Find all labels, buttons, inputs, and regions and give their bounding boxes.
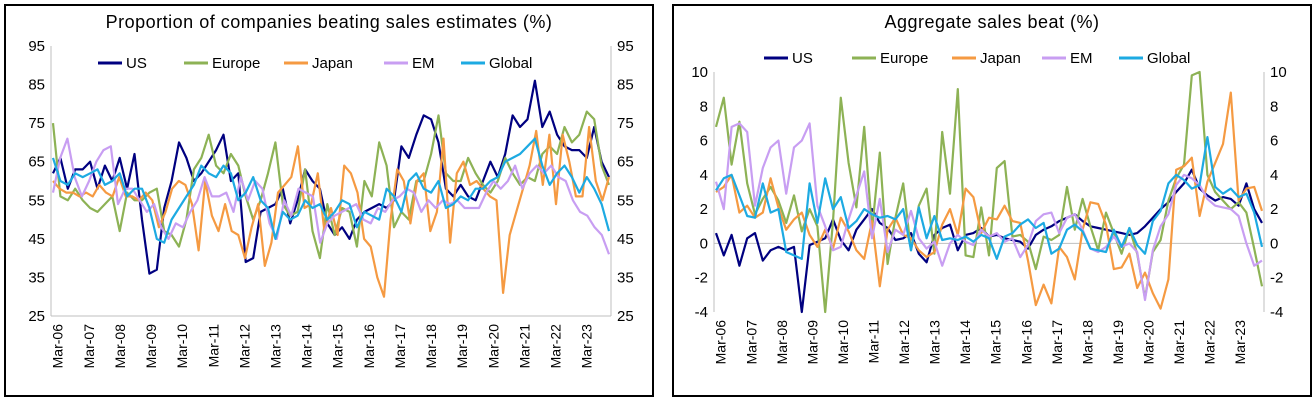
x-tick-label: Mar-11 <box>205 324 221 368</box>
x-tick-label: Mar-16 <box>1018 320 1034 365</box>
x-tick-label: Mar-14 <box>299 324 315 369</box>
series-line-global <box>715 136 1264 260</box>
legend-label-us: US <box>126 55 147 72</box>
y-tick-label-left: 0 <box>700 235 708 252</box>
y-tick-label-left: 8 <box>700 98 708 115</box>
x-tick-label: Mar-16 <box>361 324 377 369</box>
x-tick-label: Mar-07 <box>81 324 97 369</box>
y-tick-label-right: -4 <box>1270 304 1283 321</box>
y-tick-label-right: 2 <box>1270 201 1278 218</box>
y-tick-label-left: -4 <box>695 304 708 321</box>
series-line-global <box>51 137 611 244</box>
x-tick-label: Mar-20 <box>1140 320 1156 365</box>
x-tick-label: Mar-21 <box>516 324 532 369</box>
y-tick-label-right: 35 <box>617 269 634 286</box>
x-tick-label: Mar-12 <box>896 320 912 365</box>
y-tick-label-left: 25 <box>28 308 45 325</box>
x-tick-label: Mar-22 <box>547 324 563 369</box>
x-tick-label: Mar-08 <box>774 320 790 365</box>
x-tick-label: Mar-07 <box>743 320 759 365</box>
y-tick-label-right: 10 <box>1270 64 1287 81</box>
x-tick-label: Mar-10 <box>174 324 190 369</box>
x-tick-label: Mar-12 <box>236 324 252 369</box>
x-tick-label: Mar-09 <box>804 320 820 365</box>
chart-svg-aggregate-beat: -4 -4 -2 -2 0 0 2 2 4 4 6 6 8 8 10 10 Mar-06 Mar-07 Mar-08… <box>691 50 1287 365</box>
legend-label-us: US <box>792 50 813 67</box>
y-tick-label-left: 55 <box>28 192 45 209</box>
series-line-japan <box>715 91 1264 310</box>
x-tick-label: Mar-20 <box>485 324 501 369</box>
x-tick-label: Mar-19 <box>454 324 470 369</box>
legend-label-europe: Europe <box>212 55 260 72</box>
x-tick-label: Mar-18 <box>1079 320 1095 365</box>
x-tick-label: Mar-17 <box>392 324 408 369</box>
x-tick-label: Mar-10 <box>835 320 851 365</box>
y-tick-label-right: 55 <box>617 192 634 209</box>
y-tick-label-left: 4 <box>700 167 708 184</box>
x-tick-label: Mar-23 <box>1232 320 1248 365</box>
series-line-em <box>51 137 611 255</box>
chart-svg-beating-estimates: 25 25 35 35 45 45 55 55 65 65 75 75 85 85 95 95 Mar-06 Ma… <box>28 38 634 369</box>
legend-label-japan: Japan <box>312 55 353 72</box>
legend-label-japan: Japan <box>980 50 1021 67</box>
x-tick-label: Mar-22 <box>1202 320 1218 365</box>
x-tick-label: Mar-06 <box>713 320 729 365</box>
x-tick-label: Mar-15 <box>330 324 346 369</box>
x-tick-label: Mar-13 <box>267 324 283 369</box>
y-tick-label-right: 85 <box>617 77 634 94</box>
y-tick-label-left: -2 <box>695 270 708 287</box>
y-tick-label-right: 6 <box>1270 133 1278 150</box>
x-tick-label: Mar-06 <box>50 324 66 369</box>
legend-label-em: EM <box>412 55 435 72</box>
y-tick-label-left: 95 <box>28 38 45 55</box>
y-tick-label-right: 8 <box>1270 98 1278 115</box>
y-tick-label-right: 25 <box>617 308 634 325</box>
x-tick-label: Mar-14 <box>957 320 973 365</box>
series-line-japan <box>52 125 611 298</box>
legend-label-europe: Europe <box>880 50 928 67</box>
y-tick-label-right: 95 <box>617 38 634 55</box>
y-tick-label-right: -2 <box>1270 270 1283 287</box>
y-tick-label-left: 65 <box>28 154 45 171</box>
x-tick-label: Mar-18 <box>423 324 439 369</box>
chart-panel-beating-estimates: Proportion of companies beating sales es… <box>4 4 654 397</box>
y-tick-label-right: 4 <box>1270 167 1278 184</box>
y-tick-label-left: 35 <box>28 269 45 286</box>
y-tick-label-right: 0 <box>1270 235 1278 252</box>
y-tick-label-left: 75 <box>28 115 45 132</box>
x-tick-label: Mar-17 <box>1049 320 1065 365</box>
chart-panel-aggregate-beat: Aggregate sales beat (%) -4 -4 -2 -2 0 0 2 2 4 4 6… <box>672 4 1312 397</box>
series-line-us <box>52 79 610 275</box>
y-tick-label-left: 85 <box>28 77 45 94</box>
x-tick-label: Mar-08 <box>112 324 128 369</box>
y-tick-label-left: 6 <box>700 133 708 150</box>
legend-label-global: Global <box>1147 50 1190 67</box>
x-tick-label: Mar-13 <box>927 320 943 365</box>
chart-title: Aggregate sales beat (%) <box>884 12 1100 32</box>
x-tick-label: Mar-11 <box>865 320 881 364</box>
x-tick-label: Mar-15 <box>988 320 1004 365</box>
series-line-em <box>714 122 1263 302</box>
x-tick-label: Mar-09 <box>143 324 159 369</box>
y-tick-label-right: 65 <box>617 154 634 171</box>
y-tick-label-left: 2 <box>700 201 708 218</box>
y-tick-label-right: 75 <box>617 115 634 132</box>
y-tick-label-left: 10 <box>691 64 708 81</box>
y-tick-label-right: 45 <box>617 231 634 248</box>
x-tick-label: Mar-23 <box>579 324 595 369</box>
series-line-europe <box>51 110 611 260</box>
x-tick-label: Mar-19 <box>1110 320 1126 365</box>
x-tick-label: Mar-21 <box>1171 320 1187 365</box>
y-tick-label-left: 45 <box>28 231 45 248</box>
legend-label-em: EM <box>1070 50 1093 67</box>
legend-label-global: Global <box>489 55 532 72</box>
chart-title: Proportion of companies beating sales es… <box>105 12 553 32</box>
